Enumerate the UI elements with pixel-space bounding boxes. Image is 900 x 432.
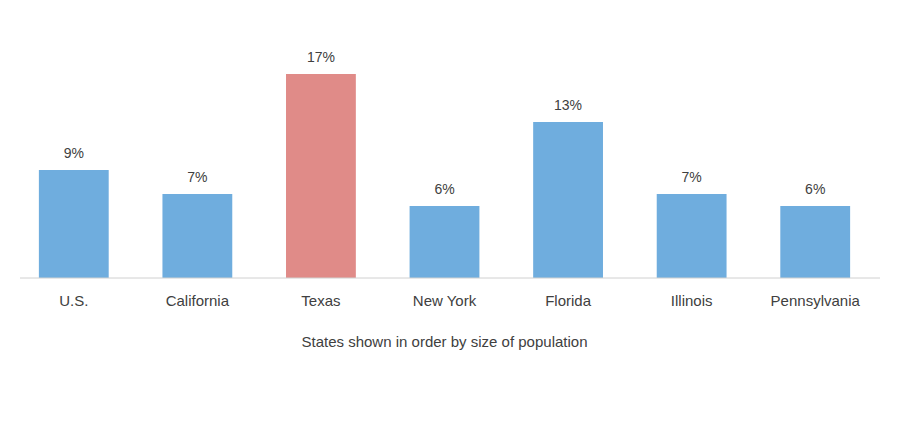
x-tick-label: California (166, 292, 230, 309)
data-label: 9% (64, 145, 84, 161)
x-axis-line (20, 278, 880, 279)
bar (410, 206, 480, 278)
data-labels: 9% 7% 17% 6% 13% 7% 6% (64, 49, 826, 197)
bar (657, 194, 727, 278)
x-tick-labels: U.S. California Texas New York Florida Illino… (59, 292, 860, 309)
data-label: 6% (805, 181, 825, 197)
chart-svg: 9% 7% 17% 6% 13% 7% 6% U.S. California Texas New Y… (0, 0, 900, 432)
x-tick-label: Illinois (671, 292, 713, 309)
data-label: 17% (307, 49, 335, 65)
bars (39, 74, 850, 278)
data-label: 7% (187, 169, 207, 185)
x-tick-label: Texas (301, 292, 340, 309)
chart-container: 9% 7% 17% 6% 13% 7% 6% U.S. California Texas New Y… (0, 0, 900, 432)
bar (286, 74, 356, 278)
bar (39, 170, 109, 278)
x-tick-label: New York (413, 292, 477, 309)
bar (533, 122, 603, 278)
x-tick-label: Florida (545, 292, 592, 309)
data-label: 7% (682, 169, 702, 185)
data-label: 13% (554, 97, 582, 113)
bar (780, 206, 850, 278)
data-label: 6% (434, 181, 454, 197)
bar (162, 194, 232, 278)
x-tick-label: U.S. (59, 292, 88, 309)
x-axis-title: States shown in order by size of populat… (301, 333, 587, 350)
x-tick-label: Pennsylvania (771, 292, 861, 309)
